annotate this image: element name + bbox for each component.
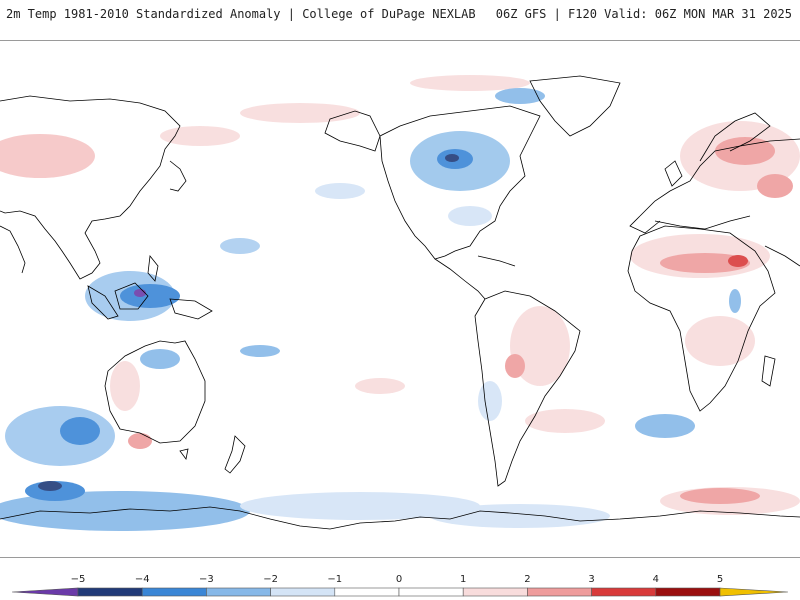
anomaly-warm-pacific-n: [240, 103, 360, 123]
colorbar-tick-label: 2: [524, 574, 530, 585]
colorbar-segment: [141, 587, 207, 597]
anomaly-warm-pacific-ne: [160, 126, 240, 146]
philippines: [147, 255, 159, 282]
madagascar: [761, 355, 776, 387]
anomaly-cool-s-atlantic: [430, 504, 610, 528]
anomaly-cool-canada-deep: [445, 154, 459, 162]
anomaly-warm-africa-s: [685, 316, 755, 366]
anomaly-cool-s-pacific: [240, 492, 480, 520]
anomaly-warm-n-atlantic: [410, 75, 530, 91]
anomaly-shading: [0, 75, 800, 531]
anomaly-cool-indonesia-deep: [134, 289, 146, 297]
anomaly-cool-pacific-sw: [240, 345, 280, 357]
colorbar-tick-label: 0: [396, 574, 402, 585]
anomaly-warm-siberia: [0, 134, 95, 178]
colorbar-tick-label: 4: [653, 574, 659, 585]
colorbar-tick-label: −5: [71, 574, 86, 585]
colorbar-segment: [462, 587, 528, 597]
colorbar-segment: [77, 587, 143, 597]
mediterranean: [654, 215, 751, 230]
japan: [169, 160, 187, 192]
colorbar-tick-label: 5: [717, 574, 723, 585]
colorbar-segment: [11, 587, 79, 597]
header: 2m Temp 1981-2010 Standardized Anomaly |…: [0, 0, 800, 40]
uk: [664, 160, 683, 187]
anomaly-cool-pacific-w: [220, 238, 260, 254]
anomaly-warm-australia-sw: [128, 433, 152, 449]
anomaly-warm-australia-w: [110, 361, 140, 411]
anomaly-cool-us-gulf: [448, 206, 492, 226]
asia-west-coast: [0, 95, 181, 280]
world-map: [0, 40, 800, 558]
anomaly-warm-pacific-s: [355, 378, 405, 394]
colorbar-tick-label: 3: [588, 574, 594, 585]
colorbar-tick-label: −3: [199, 574, 214, 585]
colorbar-tick-label: −2: [263, 574, 278, 585]
greenland: [529, 75, 621, 137]
colorbar-segment: [591, 587, 657, 597]
north-america: [379, 105, 541, 260]
anomaly-cool-e-africa: [729, 289, 741, 313]
tasmania: [179, 448, 189, 460]
anomaly-cool-n-pacific: [315, 183, 365, 199]
colorbar-segment: [206, 587, 271, 597]
anomaly-warm-s-atlantic: [525, 409, 605, 433]
model-run-info: 06Z GFS | F120 Valid: 06Z MON MAR 31 202…: [495, 7, 792, 21]
colorbar-tick-label: 1: [460, 574, 466, 585]
colorbar-segment: [398, 587, 464, 597]
colorbar-svg: −5 −4 −3 −2 −1 0 1 2 3 4 5: [11, 574, 789, 597]
caribbean: [477, 255, 516, 267]
antarctica: [0, 506, 800, 530]
south-america: [474, 290, 581, 487]
anomaly-warm-caspian: [757, 174, 793, 198]
coastlines: [0, 75, 800, 530]
anomaly-warm-antarctic-e2: [680, 488, 760, 504]
colorbar-segment: [719, 587, 789, 597]
central-america: [434, 258, 486, 300]
anomaly-warm-sahel: [660, 253, 750, 273]
scandinavia: [699, 112, 771, 162]
anomaly-warm-sahel-core: [728, 255, 748, 267]
anomaly-cool-n-australia: [140, 349, 180, 369]
anomaly-cool-antarctic-core: [38, 481, 62, 491]
anomaly-cool-antarctic-w: [0, 491, 250, 531]
new-zealand: [224, 435, 246, 474]
colorbar-segment: [270, 587, 336, 597]
sumatra: [87, 285, 119, 320]
anomaly-cool-greenland: [495, 88, 545, 104]
anomaly-colorbar: −5 −4 −3 −2 −1 0 1 2 3 4 5: [0, 558, 800, 600]
anomaly-cool-s-ocean-w2: [60, 417, 100, 445]
map-title: 2m Temp 1981-2010 Standardized Anomaly |…: [6, 7, 476, 21]
anomaly-cool-s-indian: [635, 414, 695, 438]
anomaly-cool-indonesia: [120, 284, 180, 308]
africa: [627, 225, 776, 412]
india-coast: [0, 225, 26, 274]
arabia: [764, 245, 800, 267]
anomaly-warm-argentina: [505, 354, 525, 378]
europe: [639, 138, 800, 217]
iberia: [629, 215, 661, 234]
colorbar-tick-label: −4: [135, 574, 150, 585]
colorbar-tick-label: −1: [327, 574, 342, 585]
alaska: [324, 110, 381, 152]
colorbar-segment: [334, 587, 400, 597]
colorbar-segment: [527, 587, 592, 597]
anomaly-map-svg: [0, 75, 800, 531]
new-guinea: [169, 298, 213, 320]
anomaly-cool-s-america: [478, 381, 502, 421]
borneo: [114, 282, 149, 310]
colorbar-segment: [655, 587, 721, 597]
anomaly-warm-russia: [715, 137, 775, 165]
australia: [104, 340, 206, 444]
